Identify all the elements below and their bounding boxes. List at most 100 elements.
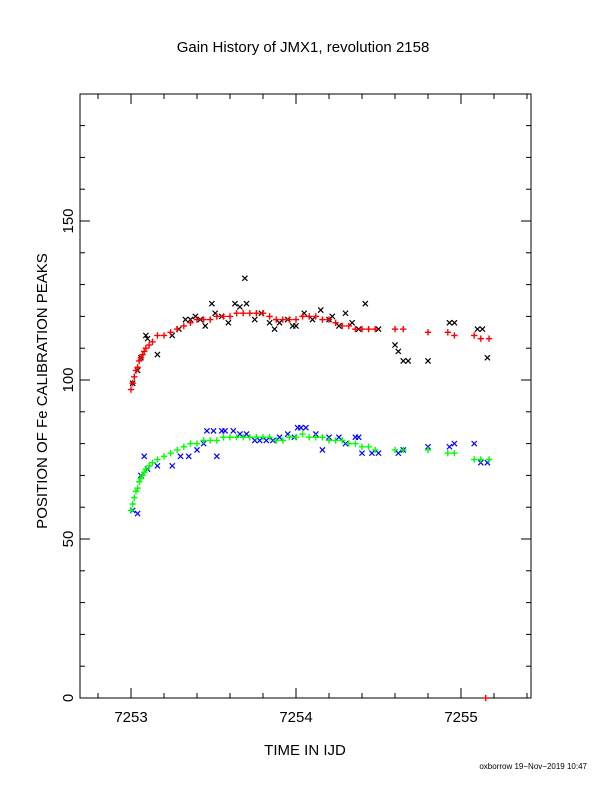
- data-point: [193, 446, 201, 453]
- data-point: [187, 319, 194, 326]
- data-point: [236, 431, 243, 438]
- data-point: [193, 316, 201, 323]
- data-point: [276, 434, 283, 441]
- x-tick-label-7254: 7254: [279, 709, 312, 726]
- data-point: [335, 322, 342, 329]
- data-point: [362, 300, 369, 307]
- data-point: [145, 462, 153, 470]
- data-point: [477, 456, 484, 463]
- data-point: [484, 354, 491, 361]
- data-point: [263, 437, 270, 444]
- data-point: [271, 326, 278, 333]
- data-point: [266, 313, 273, 320]
- data-point: [259, 310, 267, 317]
- data-point: [273, 316, 280, 323]
- data-point: [372, 325, 379, 333]
- data-point: [230, 427, 237, 434]
- data-point: [302, 424, 309, 431]
- footer-stamp: oxborrow 19−Nov−2019 10:47: [479, 762, 587, 771]
- data-point: [317, 307, 324, 314]
- data-point: [210, 427, 217, 434]
- data-point: [292, 434, 300, 441]
- data-point: [471, 332, 478, 339]
- data-point: [365, 443, 372, 450]
- data-point: [236, 303, 243, 310]
- data-point: [405, 357, 412, 364]
- data-point: [251, 316, 258, 323]
- data-point: [200, 316, 207, 323]
- data-point: [451, 332, 458, 339]
- data-point: [141, 453, 148, 460]
- data-point: [358, 325, 366, 333]
- data-point: [355, 434, 362, 441]
- data-point: [319, 446, 326, 453]
- data-point: [154, 462, 161, 469]
- data-point: [349, 319, 356, 326]
- data-point: [246, 434, 253, 441]
- data-point: [368, 450, 375, 457]
- data-point: [142, 332, 149, 339]
- data-point: [222, 427, 229, 434]
- data-point: [134, 510, 141, 517]
- data-point: [352, 440, 359, 447]
- y-tick-label-50: 50: [60, 531, 77, 548]
- data-point: [174, 446, 181, 454]
- data-point: [167, 449, 174, 457]
- data-point: [266, 319, 273, 326]
- data-point: [342, 440, 349, 447]
- data-point: [358, 443, 366, 450]
- data-point: [286, 316, 293, 323]
- data-point: [193, 440, 201, 447]
- data-point: [142, 345, 150, 352]
- data-point: [243, 300, 250, 307]
- data-point: [180, 443, 187, 450]
- data-point: [145, 341, 153, 349]
- data-point: [202, 322, 209, 329]
- data-point: [129, 500, 136, 508]
- data-points: [127, 275, 493, 702]
- data-point: [127, 386, 135, 393]
- data-point: [134, 364, 141, 371]
- data-point: [339, 437, 346, 444]
- data-point: [485, 456, 493, 463]
- data-point: [297, 424, 304, 431]
- data-point: [400, 357, 407, 364]
- data-point: [424, 446, 432, 454]
- data-point: [451, 319, 458, 326]
- data-point: [309, 316, 316, 323]
- plot-area: [79, 93, 532, 699]
- data-point: [332, 319, 339, 326]
- data-point: [185, 453, 192, 460]
- data-point: [306, 313, 313, 320]
- y-tick-label-0: 0: [60, 694, 77, 702]
- data-point: [256, 437, 263, 444]
- data-point: [213, 313, 220, 320]
- data-point: [269, 437, 276, 444]
- data-point: [400, 446, 407, 454]
- data-point: [226, 313, 234, 320]
- data-point: [299, 430, 306, 438]
- axis-ticks: [80, 94, 531, 698]
- data-point: [233, 434, 240, 441]
- data-point: [207, 437, 214, 444]
- data-point: [246, 310, 253, 317]
- data-point: [395, 348, 402, 355]
- data-point: [279, 437, 286, 444]
- data-point: [149, 459, 156, 466]
- data-point: [292, 316, 300, 323]
- data-point: [154, 456, 161, 463]
- data-point: [451, 449, 458, 457]
- data-point: [391, 446, 399, 454]
- data-point: [259, 434, 267, 441]
- data-point: [182, 316, 189, 323]
- data-point: [149, 338, 156, 346]
- data-point: [306, 434, 313, 441]
- data-point: [312, 313, 319, 320]
- data-point: [276, 319, 283, 326]
- data-point: [365, 325, 372, 333]
- data-point: [424, 357, 432, 364]
- data-point: [286, 434, 293, 441]
- data-point: [471, 440, 478, 447]
- data-point: [177, 453, 184, 460]
